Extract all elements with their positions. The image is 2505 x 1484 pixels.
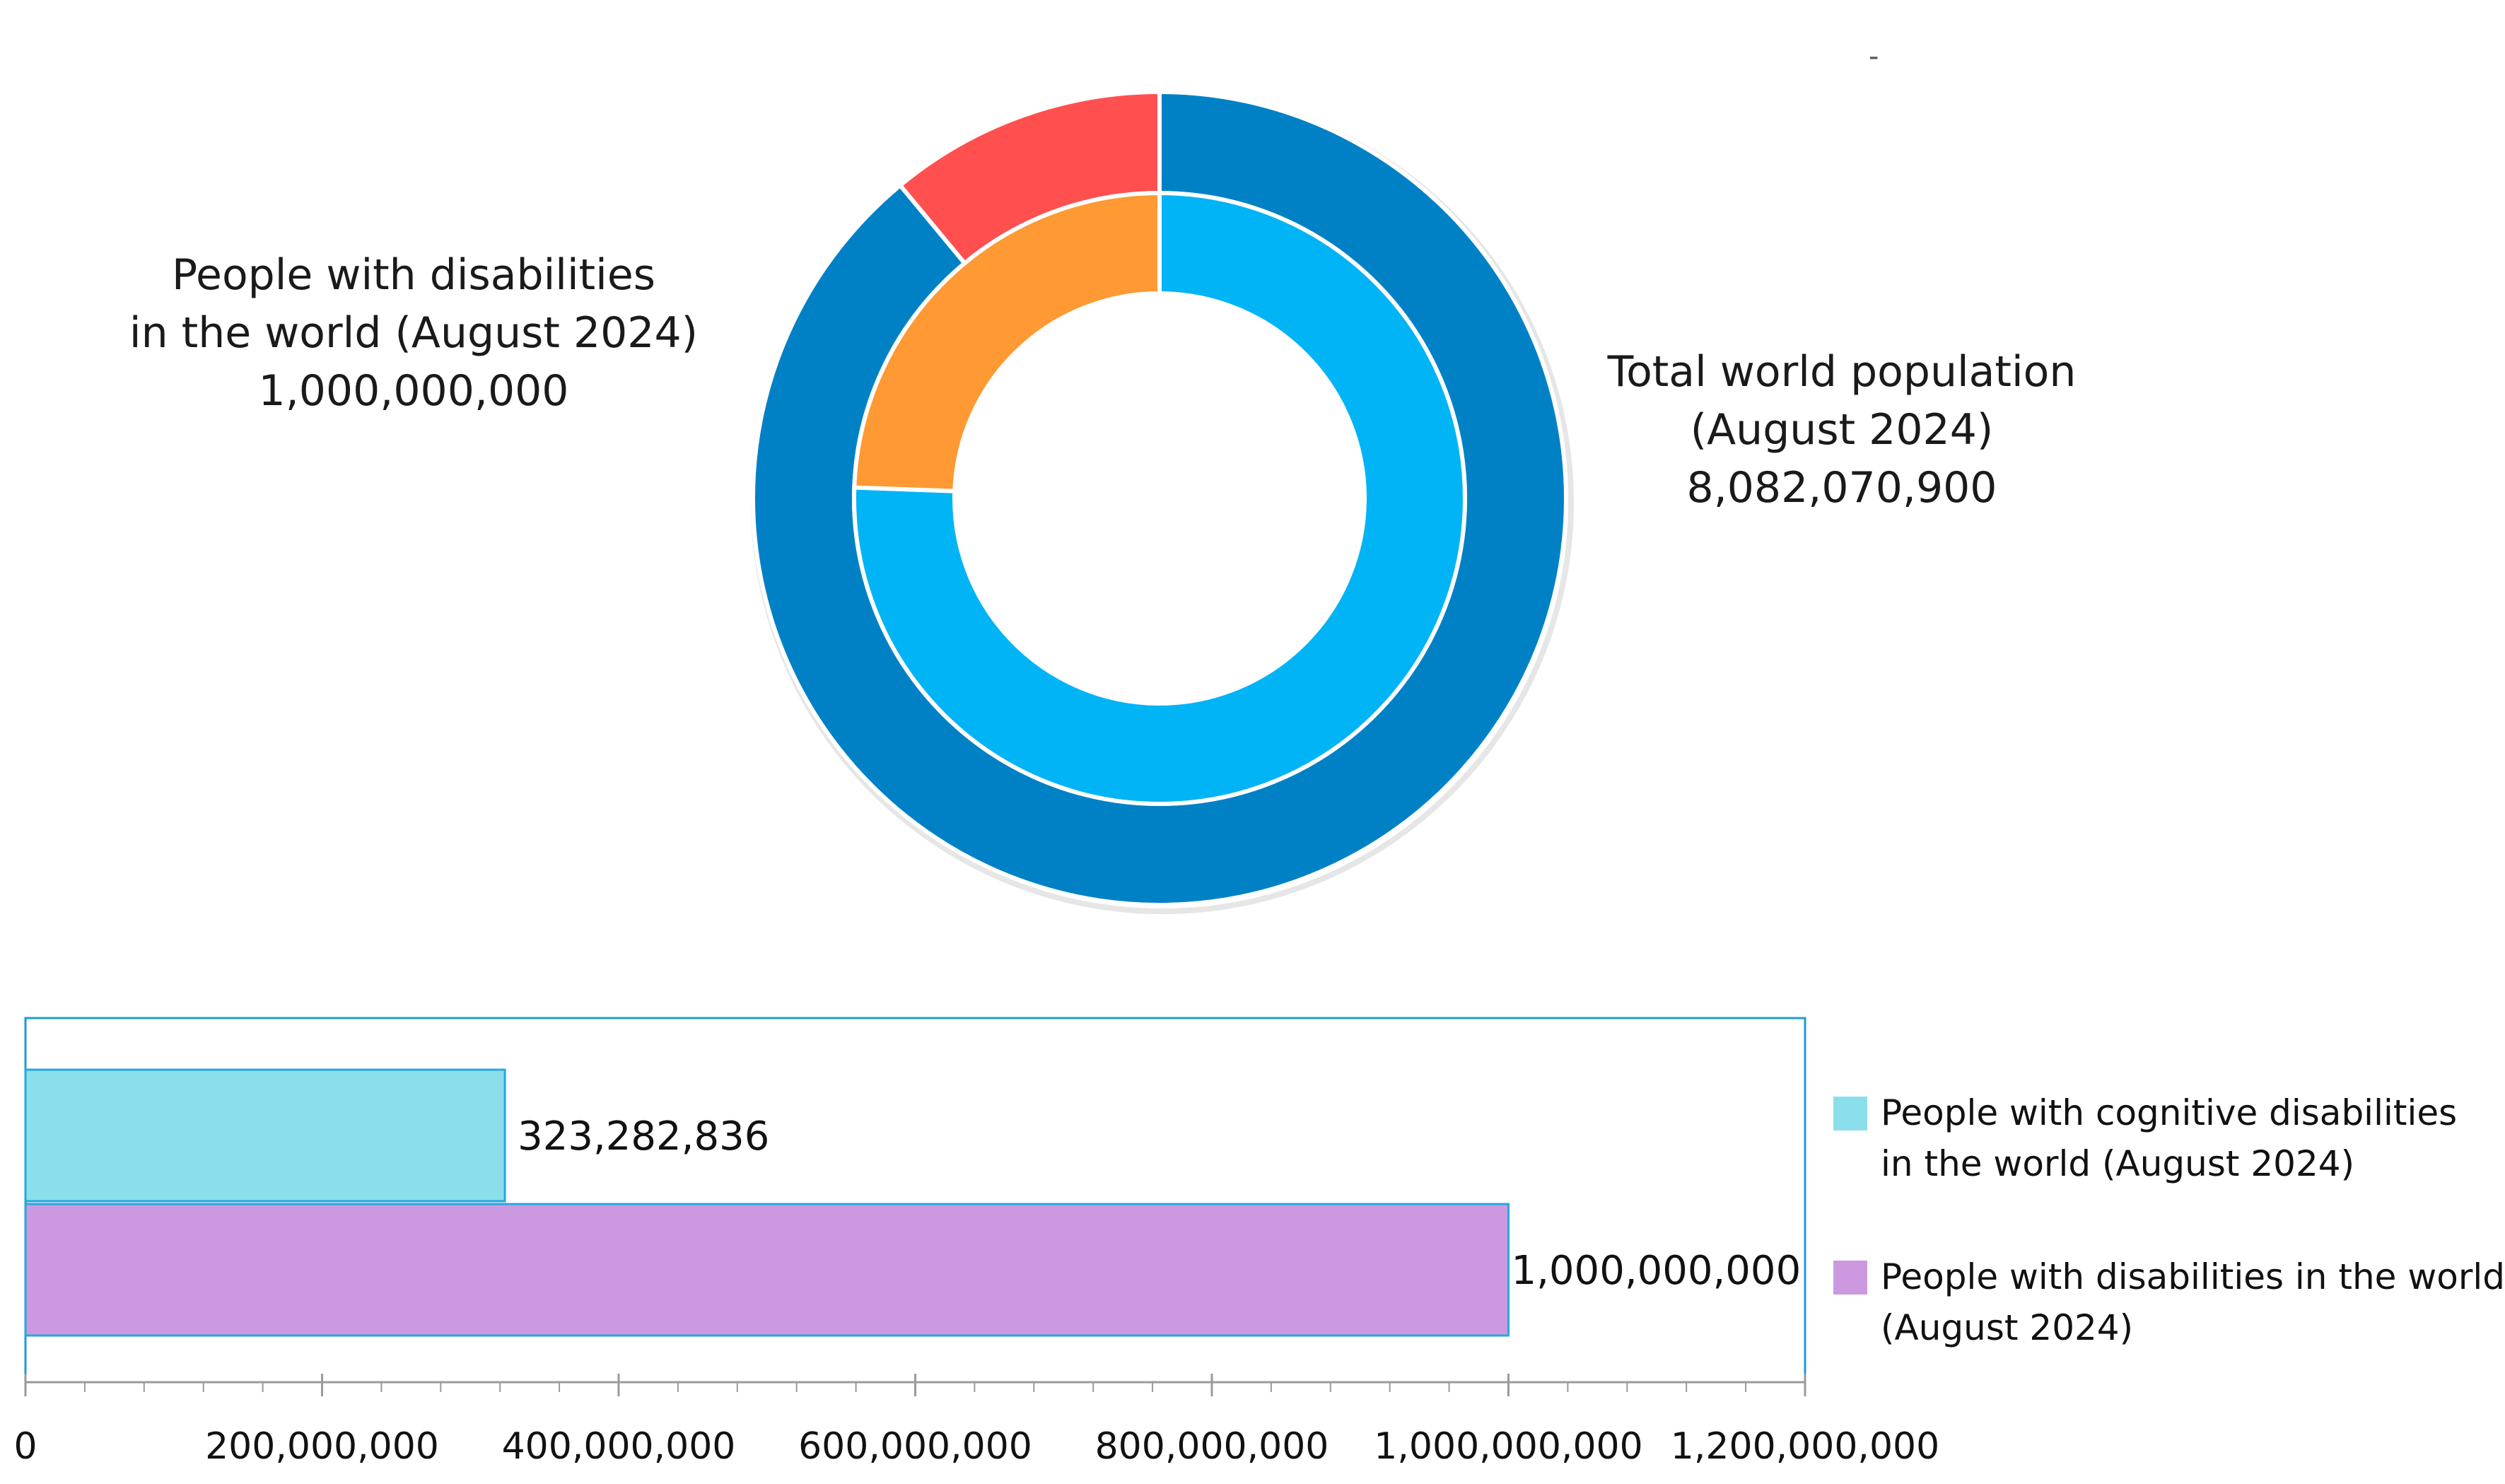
donut-label-line: in the world (August 2024)	[129, 308, 699, 358]
donut-label-disabilities: People with disabilities in the world (A…	[78, 246, 749, 420]
x-tick-label: 0	[13, 1425, 37, 1468]
bar-data-label: 323,282,836	[518, 1114, 769, 1159]
legend-label: (August 2024)	[1881, 1307, 2133, 1348]
donut-chart	[751, 89, 1574, 914]
legend-label: People with cognitive disabilities	[1881, 1092, 2457, 1133]
donut-label-value: 8,082,070,900	[1686, 463, 1997, 513]
bars: 323,282,836 1,000,000,000	[24, 1068, 1802, 1337]
x-tick-label: 800,000,000	[1095, 1425, 1329, 1468]
x-tick-label: 200,000,000	[205, 1425, 439, 1468]
stray-mark: -	[1869, 40, 1879, 73]
donut-label-world-population: Total world population (August 2024) 8,0…	[1541, 343, 2142, 517]
legend-swatch	[1833, 1097, 1867, 1130]
bar	[24, 1068, 506, 1203]
donut-label-value: 1,000,000,000	[258, 366, 569, 416]
legend-label: in the world (August 2024)	[1881, 1143, 2354, 1184]
legend: People with cognitive disabilities in the…	[1833, 1092, 2505, 1348]
x-tick-label: 1,200,000,000	[1671, 1425, 1939, 1468]
x-tick-label: 400,000,000	[502, 1425, 736, 1468]
donut-label-line: People with disabilities	[171, 250, 656, 300]
legend-swatch	[1833, 1261, 1867, 1295]
x-tick-label: 600,000,000	[798, 1425, 1032, 1468]
bar-chart: 323,282,836 1,000,000,000 0 200,000,000 400…	[13, 1017, 2505, 1468]
x-axis: 0 200,000,000 400,000,000 600,000,000 800,00…	[13, 1374, 1939, 1468]
bar-data-label: 1,000,000,000	[1512, 1248, 1802, 1294]
inner-ring-slice-subset	[852, 190, 1162, 493]
x-tick-label: 1,000,000,000	[1374, 1425, 1642, 1468]
inner-ring-slice-main	[852, 190, 1467, 806]
donut-label-line: Total world population	[1607, 347, 2077, 397]
donut-label-line: (August 2024)	[1690, 405, 1994, 455]
bar	[24, 1203, 1510, 1337]
legend-label: People with disabilities in the world	[1881, 1256, 2505, 1297]
